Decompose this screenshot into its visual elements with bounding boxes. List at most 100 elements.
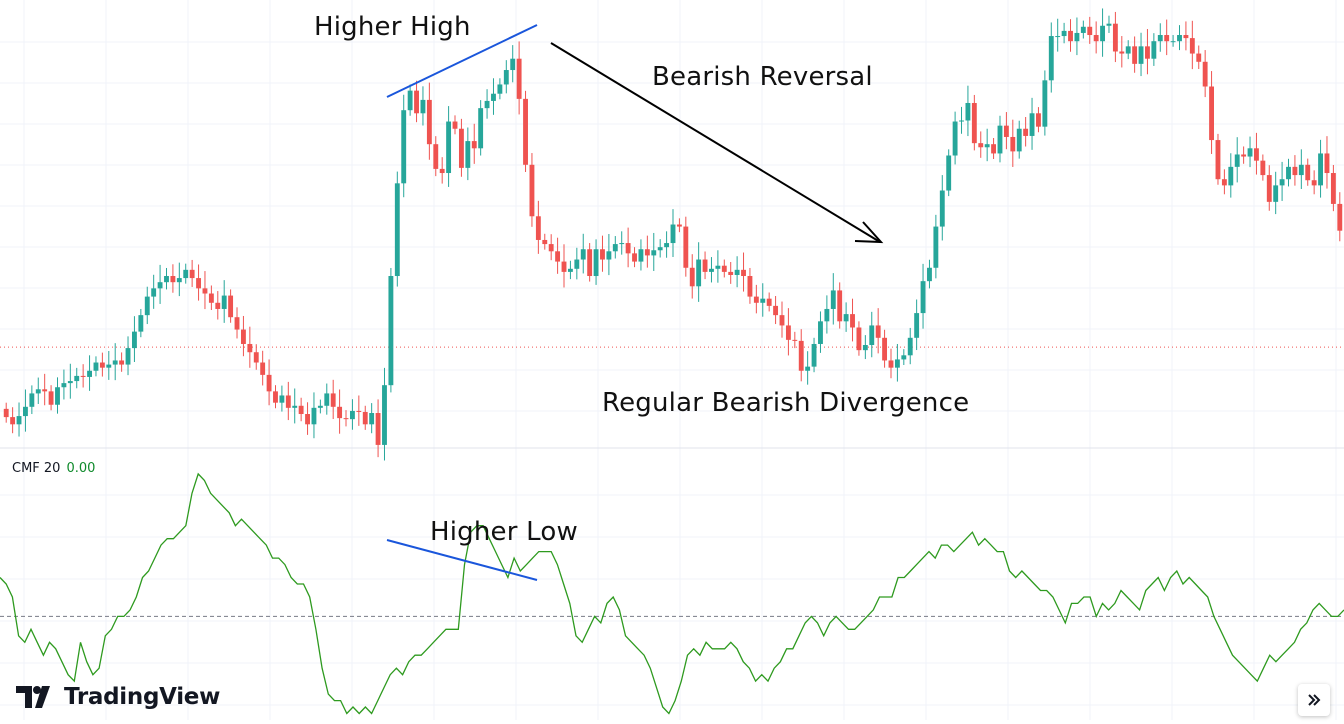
candle-body <box>773 305 779 316</box>
candle-body <box>766 298 772 306</box>
candle-body <box>670 224 676 244</box>
candle-body <box>343 418 349 420</box>
candle-body <box>196 278 201 289</box>
candle-body <box>1157 35 1163 42</box>
candle-body <box>651 250 657 256</box>
candle-body <box>1106 23 1112 26</box>
candle-body <box>394 183 400 277</box>
candle-body <box>48 391 54 405</box>
candle-body <box>273 391 278 403</box>
candle-body <box>747 276 753 297</box>
candle-body <box>112 360 118 365</box>
candle-body <box>676 224 682 227</box>
candle-body <box>23 406 28 417</box>
candle-body <box>446 121 452 174</box>
tradingview-brand[interactable]: TradingView <box>16 682 220 712</box>
candle-body <box>657 247 663 251</box>
candle-body <box>503 70 509 85</box>
candle-body <box>875 325 881 338</box>
candle-body <box>933 226 939 268</box>
candle-body <box>330 393 336 407</box>
candle-body <box>1029 113 1035 136</box>
candle-body <box>1247 148 1253 157</box>
candle-body <box>369 412 375 425</box>
candle-body <box>561 261 567 272</box>
candle-body <box>542 239 548 245</box>
candle-body <box>1202 61 1208 87</box>
higher-high-trendline[interactable] <box>386 24 538 98</box>
candle-body <box>927 267 932 282</box>
indicator-legend[interactable]: CMF 20 0.00 <box>12 461 95 476</box>
candle-body <box>458 128 464 168</box>
candle-body <box>1260 160 1266 176</box>
candle-body <box>1177 35 1182 42</box>
candle-body <box>1286 166 1291 180</box>
candle-body <box>10 417 16 425</box>
candle-body <box>1093 35 1099 42</box>
candle-body <box>612 244 618 252</box>
candle-body <box>202 288 208 294</box>
candle-body <box>292 405 298 408</box>
candle-body <box>901 355 907 360</box>
candle-body <box>850 314 855 328</box>
candle-body <box>1170 41 1176 43</box>
candle-body <box>1145 46 1150 59</box>
candle-body <box>606 251 612 260</box>
candle-body <box>952 121 958 156</box>
candle-body <box>1330 173 1336 204</box>
higher-low-trendline[interactable] <box>386 539 538 581</box>
candle-body <box>106 364 112 368</box>
candle-body <box>946 155 952 191</box>
candle-body <box>1138 46 1144 64</box>
candle-body <box>619 243 625 245</box>
higher-high-label: Higher High <box>314 12 471 42</box>
candle-body <box>715 265 721 269</box>
candle-body <box>1305 164 1311 181</box>
candle-body <box>491 93 496 101</box>
candle-body <box>555 251 561 262</box>
candle-body <box>1151 41 1157 59</box>
candle-body <box>260 362 266 375</box>
candle-body <box>279 395 285 403</box>
scroll-to-realtime-button[interactable] <box>1298 684 1330 716</box>
candle-body <box>1074 32 1080 42</box>
candle-body <box>1254 148 1259 161</box>
candle-body <box>35 389 41 394</box>
candle-body <box>1023 128 1029 136</box>
candle-body <box>1080 26 1086 33</box>
candle-body <box>61 383 67 388</box>
candle-body <box>965 102 971 121</box>
indicator-value: 0.00 <box>66 461 96 476</box>
candle-body <box>753 296 759 303</box>
candle-body <box>164 276 169 283</box>
annotation-overlays <box>386 24 884 581</box>
candle-body <box>324 393 330 406</box>
candle-body <box>452 121 458 129</box>
candle-body <box>914 313 920 338</box>
candle-body <box>625 243 631 254</box>
candle-body <box>1241 154 1247 157</box>
candle-body <box>478 108 484 149</box>
bearish-reversal-arrow[interactable] <box>550 42 881 243</box>
candle-body <box>1337 203 1343 231</box>
candle-body <box>1164 35 1170 42</box>
candle-body <box>375 412 381 445</box>
candle-body <box>1183 35 1189 39</box>
candle-body <box>741 269 746 277</box>
candle-body <box>888 360 894 368</box>
candle-body <box>362 411 368 425</box>
candle-body <box>497 84 503 94</box>
candle-body <box>805 366 811 371</box>
candle-body <box>971 102 977 144</box>
bearish-reversal-arrowhead <box>854 221 884 244</box>
candle-body <box>882 337 888 361</box>
candle-body <box>80 375 86 377</box>
candle-body <box>709 268 714 272</box>
candle-body <box>1087 26 1093 36</box>
candle-body <box>824 308 830 322</box>
candle-body <box>349 410 355 420</box>
candle-body <box>785 325 791 340</box>
candle-body <box>125 348 131 365</box>
